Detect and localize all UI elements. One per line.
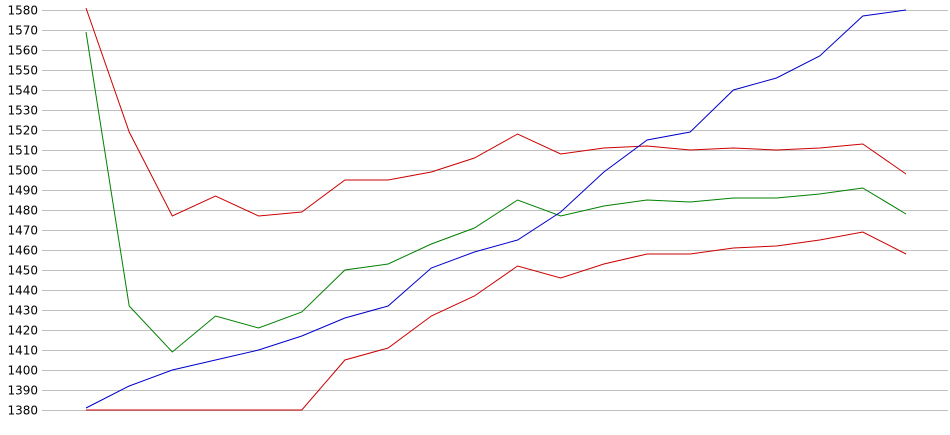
y-tick-label: 1510 [7,144,38,158]
y-tick-label: 1430 [7,304,38,318]
y-tick-label: 1390 [7,384,38,398]
y-tick-label: 1490 [7,184,38,198]
y-tick-label: 1420 [7,324,38,338]
y-tick-label: 1410 [7,344,38,358]
y-tick-label: 1530 [7,104,38,118]
grid [42,10,948,411]
y-tick-label: 1440 [7,284,38,298]
series-lines [85,7,907,411]
y-tick-label: 1540 [7,84,38,98]
series-line-4 [86,231,907,411]
y-tick-label: 1550 [7,64,38,78]
y-tick-label: 1450 [7,264,38,278]
series-line-2 [85,31,907,353]
y-tick-label: 1480 [7,204,38,218]
y-tick-label: 1460 [7,244,38,258]
y-tick-label: 1520 [7,124,38,138]
y-axis-ticks: 1380 1390 1400 1410 1420 1430 1440 1450 1460 1470… [7,4,38,418]
y-tick-label: 1380 [7,404,38,418]
y-tick-label: 1560 [7,44,38,58]
series-line-1 [85,7,907,217]
y-tick-label: 1580 [7,4,38,18]
y-tick-label: 1400 [7,364,38,378]
y-tick-label: 1570 [7,24,38,38]
y-tick-label: 1470 [7,224,38,238]
series-line-3 [85,9,907,409]
y-tick-label: 1500 [7,164,38,178]
